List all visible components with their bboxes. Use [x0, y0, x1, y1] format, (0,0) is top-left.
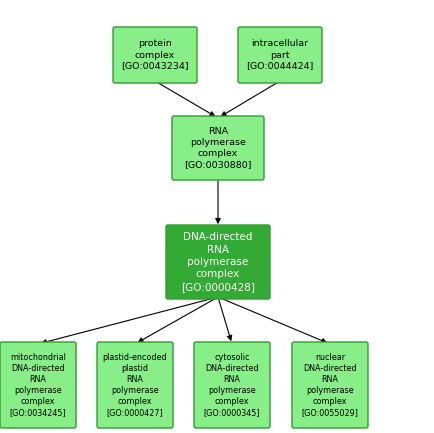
- Text: mitochondrial
DNA-directed
RNA
polymerase
complex
[GO:0034245]: mitochondrial DNA-directed RNA polymeras…: [10, 353, 66, 417]
- FancyBboxPatch shape: [238, 27, 322, 83]
- Text: DNA-directed
RNA
polymerase
complex
[GO:0000428]: DNA-directed RNA polymerase complex [GO:…: [181, 232, 255, 292]
- Text: nuclear
DNA-directed
RNA
polymerase
complex
[GO:0055029]: nuclear DNA-directed RNA polymerase comp…: [302, 353, 358, 417]
- Text: RNA
polymerase
complex
[GO:0030880]: RNA polymerase complex [GO:0030880]: [184, 127, 252, 169]
- FancyBboxPatch shape: [113, 27, 197, 83]
- FancyBboxPatch shape: [172, 116, 264, 180]
- FancyBboxPatch shape: [292, 342, 368, 428]
- Text: protein
complex
[GO:0043234]: protein complex [GO:0043234]: [121, 39, 189, 71]
- FancyBboxPatch shape: [97, 342, 173, 428]
- FancyBboxPatch shape: [166, 225, 270, 299]
- FancyBboxPatch shape: [194, 342, 270, 428]
- Text: cytosolic
DNA-directed
RNA
polymerase
complex
[GO:0000345]: cytosolic DNA-directed RNA polymerase co…: [204, 353, 260, 417]
- FancyBboxPatch shape: [0, 342, 76, 428]
- Text: intracellular
part
[GO:0044424]: intracellular part [GO:0044424]: [247, 39, 314, 71]
- Text: plastid-encoded
plastid
RNA
polymerase
complex
[GO:0000427]: plastid-encoded plastid RNA polymerase c…: [103, 353, 168, 417]
